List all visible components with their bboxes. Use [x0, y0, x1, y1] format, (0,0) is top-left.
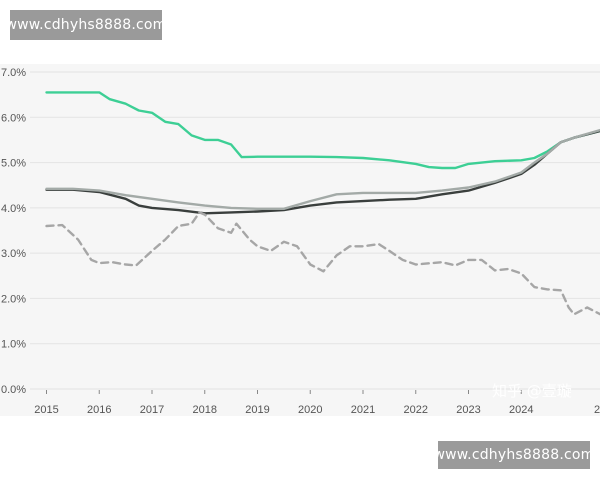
x-tick-label-1: 2016	[87, 404, 111, 416]
x-axis-ticks: 2015 2016 2017 2018 2019 2020 2021 2022 2023 2024…	[34, 390, 600, 416]
x-tick-label-0: 2015	[34, 404, 58, 416]
y-tick-label-2: 2.0%	[1, 293, 26, 305]
series-line-0	[45, 91, 600, 170]
y-tick-label-4: 4.0%	[1, 203, 26, 215]
x-tick-label-10: 2025Q3	[594, 404, 600, 416]
gridlines	[30, 71, 600, 390]
y-axis-ticks: 0.0% 1.0% 2.0% 3.0% 4.0% 5.0% 6.0% 7.0%	[1, 67, 26, 396]
x-tick-label-6: 2021	[351, 404, 375, 416]
y-tick-label-0: 0.0%	[1, 384, 26, 396]
x-tick-label-2: 2017	[140, 404, 164, 416]
y-tick-label-6: 6.0%	[1, 112, 26, 124]
series-line-1	[45, 129, 600, 215]
url-banner-bottom[interactable]: www.cdhyhs8888.com	[434, 441, 594, 469]
y-tick-label-5: 5.0%	[1, 158, 26, 170]
series-line-3	[45, 211, 600, 316]
x-tick-label-4: 2019	[245, 404, 269, 416]
x-tick-label-9: 2024	[509, 404, 533, 416]
watermark-text: 知乎 @壹璇	[492, 382, 572, 400]
x-tick-label-8: 2023	[456, 404, 480, 416]
series-line-2	[45, 128, 600, 210]
x-tick-label-3: 2018	[193, 404, 217, 416]
series-lines	[45, 91, 600, 316]
y-tick-label-3: 3.0%	[1, 248, 26, 260]
plot-background	[0, 64, 600, 416]
x-tick-label-7: 2022	[404, 404, 428, 416]
x-tick-label-5: 2020	[298, 404, 322, 416]
y-tick-label-7: 7.0%	[1, 67, 26, 79]
y-tick-label-1: 1.0%	[1, 339, 26, 351]
url-banner-top[interactable]: www.cdhyhs8888.com	[6, 10, 166, 40]
